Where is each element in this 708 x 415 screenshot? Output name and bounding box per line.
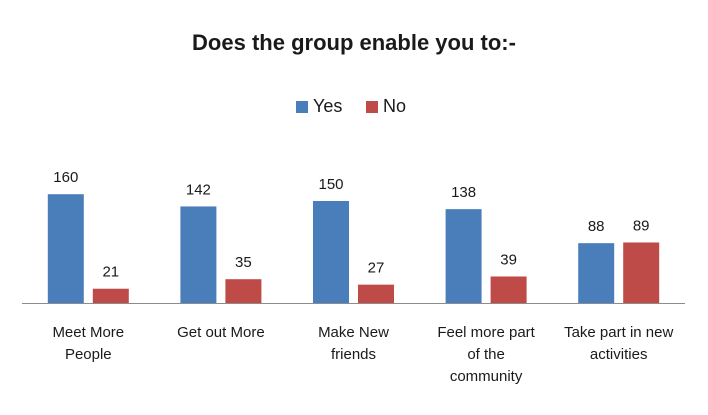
legend-swatch-yes [296, 101, 308, 113]
category-label-2: Make New friends [318, 324, 389, 363]
category-label-4: Take part in new activities [564, 324, 673, 363]
data-label-yes-1: 142 [186, 181, 211, 198]
bar-yes-3 [445, 209, 482, 303]
data-label-yes-3: 138 [451, 184, 476, 201]
bar-yes-4 [578, 243, 615, 303]
data-labels: 160 21 142 35 150 27 138 39 88 89 [53, 169, 649, 281]
data-label-no-2: 27 [368, 260, 385, 277]
category-labels: Meet More People Get out More Make New frien… [52, 324, 673, 385]
bar-no-0 [92, 288, 129, 303]
bars [47, 194, 660, 303]
category-label-1: Get out More [177, 324, 265, 341]
data-label-no-1: 35 [235, 254, 252, 271]
data-label-yes-2: 150 [318, 176, 343, 193]
legend-label-no: No [383, 96, 406, 116]
data-label-no-0: 21 [102, 264, 119, 281]
bar-no-3 [490, 276, 527, 303]
bar-yes-0 [47, 194, 84, 303]
bar-no-2 [358, 284, 394, 303]
bar-no-1 [225, 279, 262, 303]
data-label-yes-0: 160 [53, 169, 78, 186]
data-label-yes-4: 88 [588, 218, 605, 235]
bar-yes-2 [313, 201, 349, 303]
legend-label-yes: Yes [313, 96, 342, 116]
chart-title: Does the group enable you to:- [192, 30, 516, 55]
category-label-0: Meet More People [52, 324, 124, 363]
data-label-no-3: 39 [500, 251, 517, 268]
bar-no-4 [623, 242, 660, 303]
bar-yes-1 [180, 206, 217, 303]
category-label-3: Feel more part of the community [437, 324, 535, 385]
legend: Yes No [296, 96, 406, 116]
legend-swatch-no [366, 101, 378, 113]
data-label-no-4: 89 [633, 217, 650, 234]
